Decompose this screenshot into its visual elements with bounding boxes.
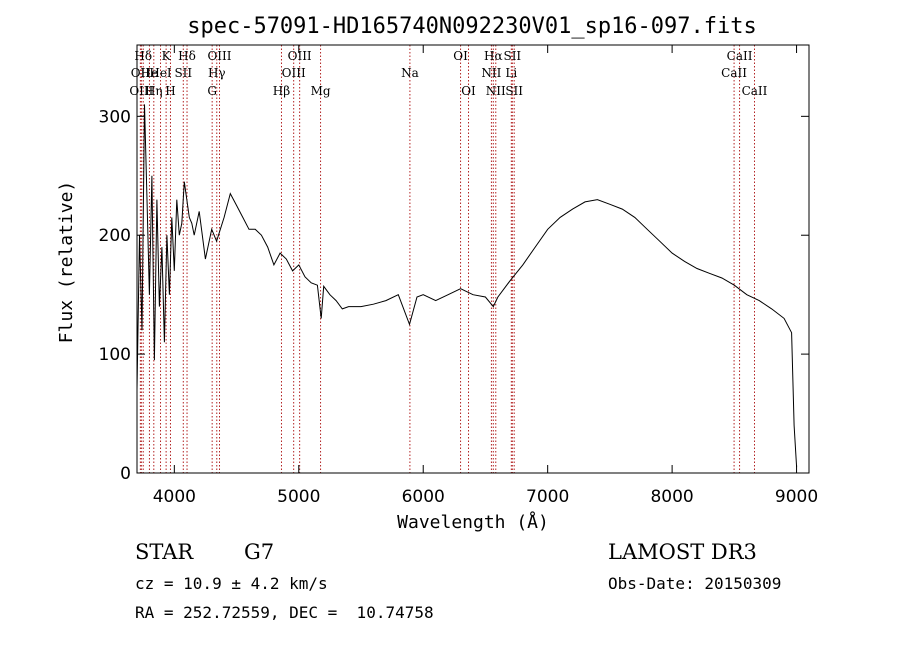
line-marker-label: Hη [145,84,163,98]
object-type: STAR [135,540,194,564]
line-marker-label: Hδ [134,49,152,63]
line-marker-label: Hα [484,49,503,63]
line-marker-label: OI [453,49,468,63]
y-tick-label: 0 [120,464,131,484]
line-markers [139,45,755,473]
x-tick-label: 4000 [153,487,196,507]
y-tick-label: 100 [99,345,131,365]
line-marker-label: Na [401,66,419,80]
plot-frame [136,44,810,474]
x-tick-label: 8000 [650,487,693,507]
line-marker-label: Hβ [273,84,290,98]
line-marker-label: NII [486,84,506,98]
y-axis-ticks: 0 100 200 300 [99,107,809,484]
y-axis-label: Flux (relative) [56,181,77,344]
line-marker-label: OII [131,66,151,80]
line-marker-label: SII [503,49,521,63]
line-marker-label: SII [505,84,523,98]
line-marker-label: He [141,66,159,80]
survey-name: LAMOST DR3 [608,540,757,564]
spectrum-line [136,104,798,468]
line-marker-label: OIII [207,49,231,63]
line-marker-label: Mg [311,84,331,98]
y-tick-label: 300 [99,107,131,127]
x-tick-label: 7000 [526,487,569,507]
line-marker-label: NII [481,66,501,80]
redshift-velocity: cz = 10.9 ± 4.2 km/s [135,574,328,593]
line-marker-labels: Hδ OII OIII He Hη HeI K H SII Hδ OIII Hγ G Hβ OIII OIII… [129,49,767,98]
x-axis-ticks: 4000 5000 6000 7000 8000 9000 [153,45,818,507]
line-marker-label: Li [505,66,517,80]
line-marker-label: Hδ [178,49,196,63]
line-marker-label: HeI [149,66,172,80]
line-marker-label: G [207,84,217,98]
x-tick-label: 6000 [402,487,445,507]
chart-title: spec-57091-HD165740N092230V01_sp16-097.f… [187,14,757,39]
line-marker-label: CaII [742,84,768,98]
observation-date: Obs-Date: 20150309 [608,574,782,593]
y-tick-label: 200 [99,226,131,246]
line-marker-label: OIII [129,84,153,98]
line-marker-label: SII [174,66,192,80]
x-tick-label: 5000 [277,487,320,507]
x-axis-label: Wavelength (Å) [397,511,549,533]
line-marker-label: OI [461,84,476,98]
line-marker-label: Hγ [208,66,226,80]
line-marker-label: H [165,84,175,98]
line-marker-label: OIII [288,49,312,63]
line-marker-label: OIII [282,66,306,80]
line-marker-label: CaII [721,66,747,80]
x-tick-label: 9000 [775,487,818,507]
line-marker-label: K [162,49,172,63]
sky-coordinates: RA = 252.72559, DEC = 10.74758 [135,603,434,622]
line-marker-label: CaII [727,49,753,63]
spectral-subclass: G7 [244,540,275,564]
